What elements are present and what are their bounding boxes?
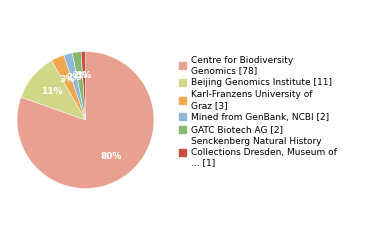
Wedge shape — [21, 60, 86, 120]
Wedge shape — [17, 52, 154, 188]
Text: 80%: 80% — [100, 152, 122, 161]
Wedge shape — [52, 55, 86, 120]
Text: 2%: 2% — [66, 72, 82, 82]
Wedge shape — [64, 53, 86, 120]
Text: 11%: 11% — [41, 87, 62, 96]
Text: 3%: 3% — [60, 75, 75, 84]
Wedge shape — [72, 52, 86, 120]
Legend: Centre for Biodiversity
Genomics [78], Beijing Genomics Institute [11], Karl-Fra: Centre for Biodiversity Genomics [78], B… — [179, 56, 337, 167]
Text: 2%: 2% — [72, 72, 87, 80]
Text: 1%: 1% — [76, 71, 92, 80]
Wedge shape — [81, 52, 86, 120]
